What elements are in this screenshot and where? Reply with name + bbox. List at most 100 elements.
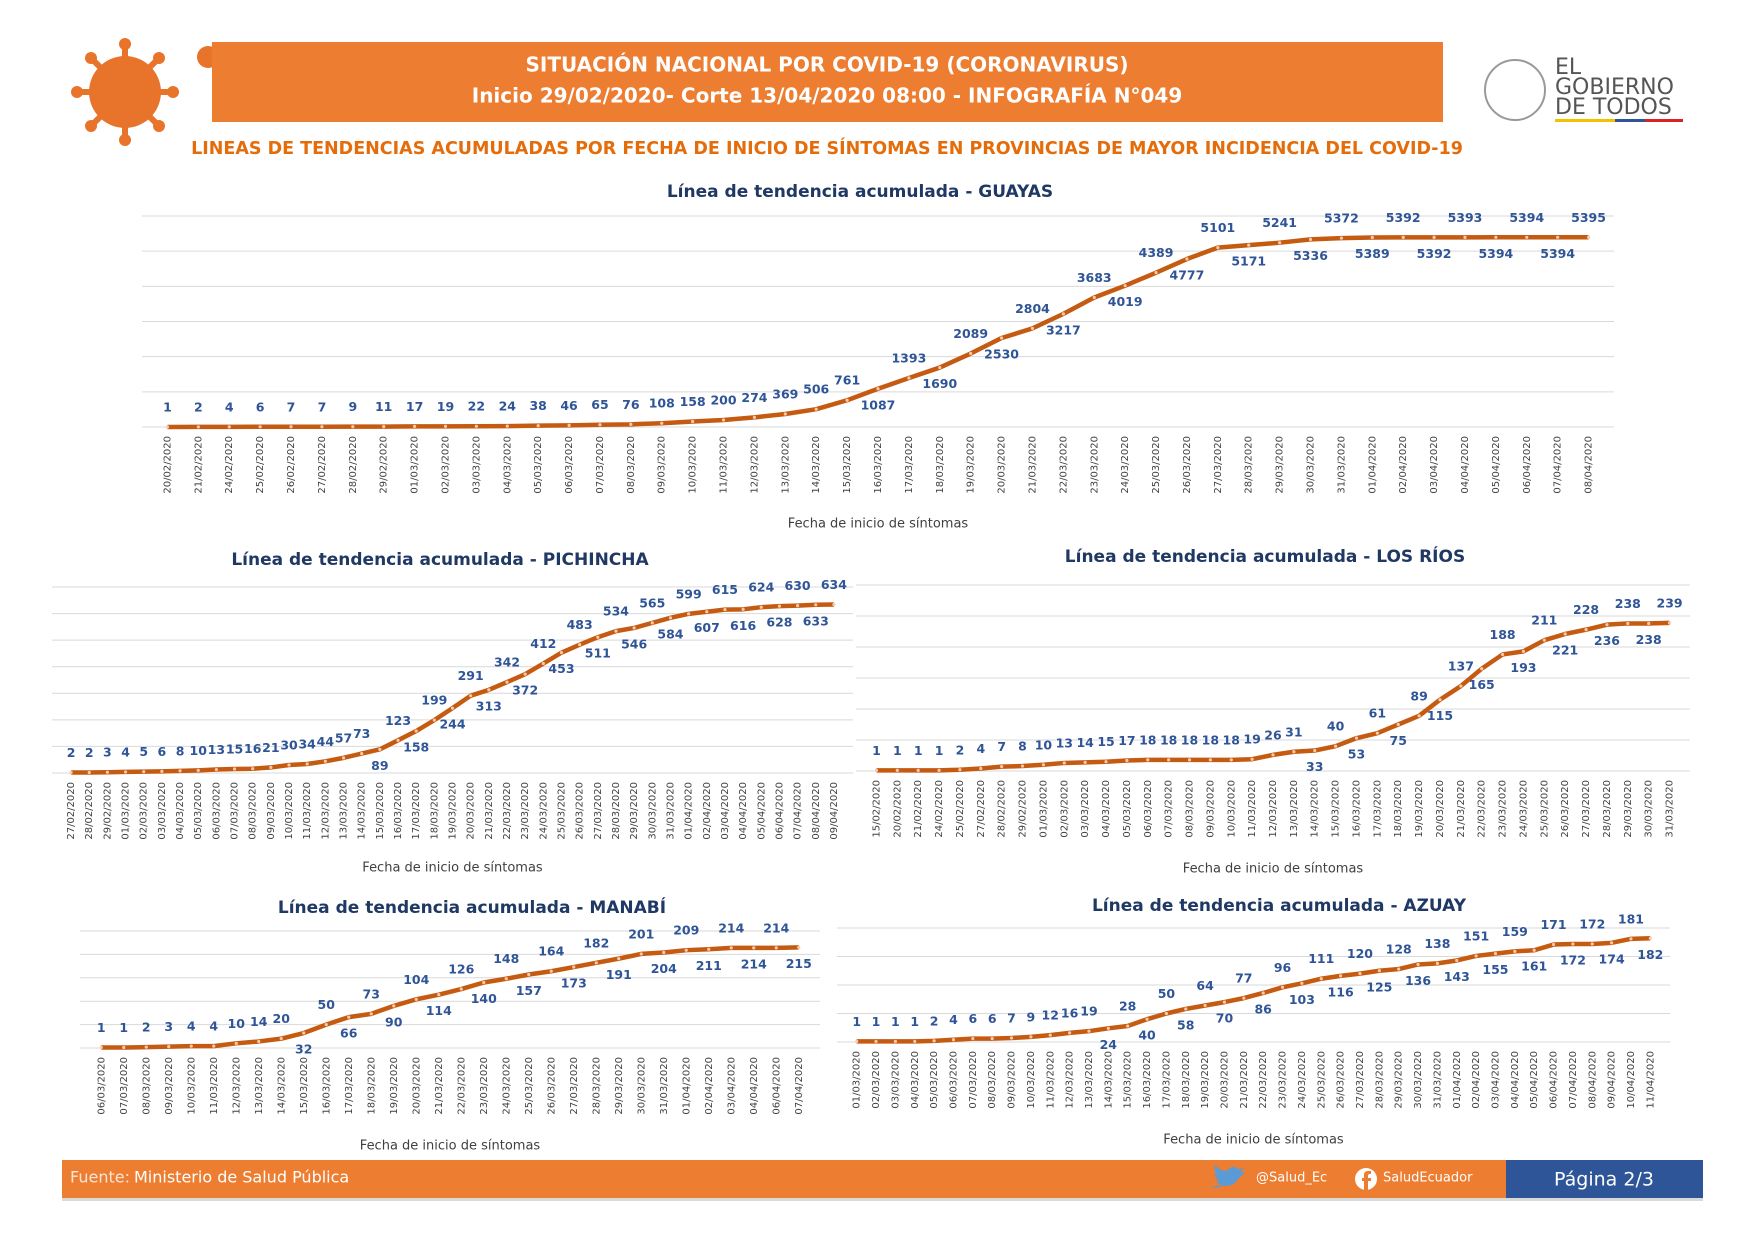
value-label: 1 bbox=[891, 1014, 900, 1029]
x-tick-label: 30/03/2020 bbox=[1644, 780, 1655, 838]
x-tick-label: 29/02/2020 bbox=[1018, 780, 1029, 838]
x-tick-label: 23/03/2020 bbox=[1498, 780, 1509, 838]
x-tick-label: 22/03/2020 bbox=[1477, 780, 1488, 838]
point bbox=[1438, 698, 1442, 702]
point bbox=[324, 1023, 328, 1027]
x-tick-label: 27/03/2020 bbox=[1581, 780, 1592, 838]
point bbox=[432, 718, 436, 722]
x-tick-label: 28/02/2020 bbox=[997, 780, 1008, 838]
value-label: 9 bbox=[1027, 1009, 1036, 1024]
point bbox=[1222, 1000, 1227, 1004]
point bbox=[1525, 235, 1529, 239]
value-label: 584 bbox=[657, 626, 683, 641]
value-label: 14 bbox=[250, 1014, 268, 1029]
x-tick-label: 30/03/2020 bbox=[1306, 436, 1317, 494]
point bbox=[617, 957, 621, 961]
point bbox=[971, 1036, 975, 1041]
value-label: 16 bbox=[1061, 1005, 1079, 1020]
point bbox=[1584, 628, 1588, 632]
x-tick-label: 29/03/2020 bbox=[629, 782, 640, 840]
x-tick-label: 19/03/2020 bbox=[966, 436, 977, 494]
x-tick-label: 31/03/2020 bbox=[1665, 780, 1676, 838]
x-tick-label: 09/03/2020 bbox=[164, 1057, 175, 1115]
point bbox=[1629, 937, 1633, 941]
point bbox=[729, 946, 733, 950]
point bbox=[289, 425, 293, 429]
value-label: 164 bbox=[538, 944, 564, 959]
footer-source: Ministerio de Salud Pública bbox=[134, 1168, 349, 1187]
x-tick-label: 04/03/2020 bbox=[910, 1051, 921, 1109]
point bbox=[1500, 652, 1505, 657]
point bbox=[797, 945, 801, 949]
x-tick-label: 08/04/2020 bbox=[811, 782, 822, 840]
x-tick-label: 02/03/2020 bbox=[1059, 780, 1070, 838]
value-label: 5392 bbox=[1417, 246, 1452, 261]
x-tick-label: 10/03/2020 bbox=[186, 1057, 197, 1115]
x-tick-label: 03/04/2020 bbox=[1490, 1051, 1501, 1109]
point bbox=[874, 1039, 878, 1044]
point bbox=[196, 768, 200, 772]
value-label: 89 bbox=[1410, 688, 1427, 703]
x-tick-label: 25/02/2020 bbox=[255, 436, 266, 494]
point bbox=[382, 425, 386, 429]
value-label: 137 bbox=[1448, 659, 1474, 674]
value-label: 8 bbox=[1018, 739, 1027, 754]
point bbox=[369, 1012, 373, 1016]
point bbox=[287, 763, 291, 767]
point bbox=[279, 1037, 283, 1041]
value-label: 38 bbox=[529, 398, 546, 413]
value-label: 372 bbox=[512, 683, 538, 698]
point bbox=[1667, 621, 1672, 625]
point bbox=[536, 424, 540, 428]
value-label: 114 bbox=[426, 1003, 452, 1018]
point bbox=[1145, 1017, 1149, 1021]
point bbox=[1167, 758, 1171, 762]
value-label: 4 bbox=[209, 1019, 218, 1034]
point bbox=[414, 997, 418, 1001]
value-label: 599 bbox=[676, 586, 702, 601]
x-tick-label: 04/03/2020 bbox=[1101, 780, 1112, 838]
point bbox=[320, 425, 324, 429]
x-tick-label: 10/03/2020 bbox=[1226, 780, 1237, 838]
point bbox=[741, 607, 745, 611]
value-label: 11 bbox=[375, 399, 392, 414]
logo-text: EL bbox=[1555, 55, 1582, 80]
point bbox=[1396, 722, 1400, 727]
value-label: 6 bbox=[256, 399, 265, 414]
point bbox=[1417, 714, 1421, 718]
x-tick-label: 30/03/2020 bbox=[1413, 1051, 1424, 1109]
point bbox=[69, 770, 73, 775]
x-tick-label: 16/03/2020 bbox=[321, 1057, 332, 1115]
x-tick-label: 04/04/2020 bbox=[1510, 1051, 1521, 1109]
point bbox=[392, 1004, 396, 1008]
value-label: 624 bbox=[748, 580, 774, 595]
point bbox=[1513, 949, 1517, 953]
value-label: 64 bbox=[1196, 978, 1214, 993]
point bbox=[1463, 235, 1467, 239]
value-label: 120 bbox=[1347, 946, 1373, 961]
value-label: 534 bbox=[603, 604, 629, 619]
value-label: 33 bbox=[1306, 759, 1323, 774]
value-label: 159 bbox=[1502, 924, 1528, 939]
x-tick-label: 21/03/2020 bbox=[484, 782, 495, 840]
point bbox=[1521, 649, 1526, 653]
x-tick-label: 01/04/2020 bbox=[681, 1057, 692, 1115]
x-tick-label: 14/03/2020 bbox=[811, 436, 822, 494]
point bbox=[916, 768, 920, 772]
value-label: 633 bbox=[803, 613, 829, 628]
value-label: 158 bbox=[403, 740, 429, 755]
value-label: 75 bbox=[1390, 733, 1407, 748]
point bbox=[795, 604, 800, 608]
x-tick-label: 09/03/2020 bbox=[266, 782, 277, 840]
x-tick-label: 11/03/2020 bbox=[1045, 1051, 1056, 1109]
point bbox=[1030, 326, 1035, 330]
x-tick-label: 10/03/2020 bbox=[284, 782, 295, 840]
x-tick-label: 24/02/2020 bbox=[224, 436, 235, 494]
x-tick-label: 20/03/2020 bbox=[1219, 1051, 1230, 1109]
x-tick-label: 01/03/2020 bbox=[852, 1051, 863, 1109]
value-label: 125 bbox=[1366, 979, 1392, 994]
point bbox=[1278, 241, 1282, 245]
x-tick-label: 18/03/2020 bbox=[1393, 780, 1404, 838]
value-label: 40 bbox=[1327, 719, 1345, 734]
header-banner bbox=[212, 42, 1443, 122]
